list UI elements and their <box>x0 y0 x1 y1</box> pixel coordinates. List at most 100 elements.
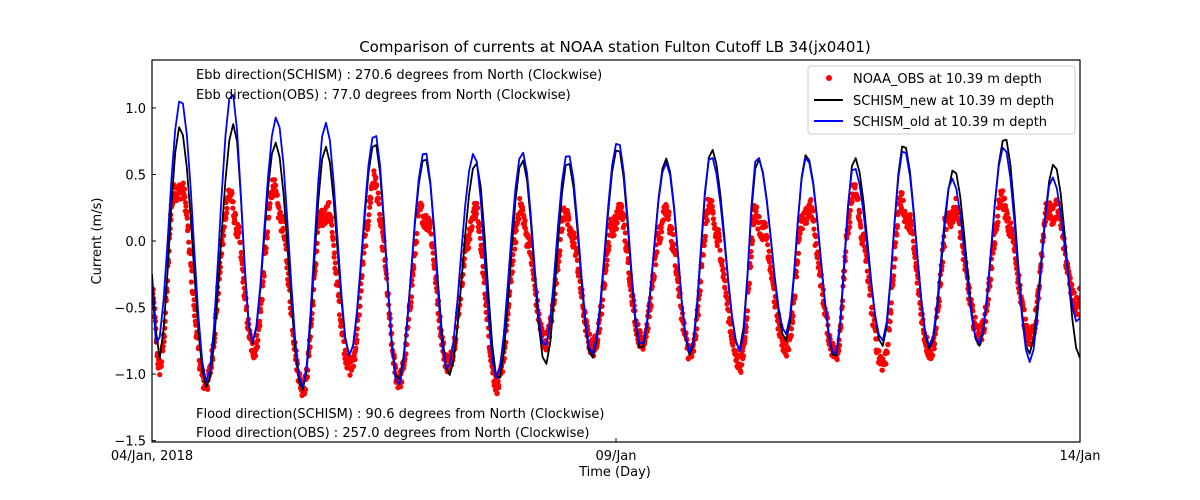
obs-point <box>253 353 259 359</box>
obs-point <box>398 384 404 390</box>
obs-point <box>991 245 997 251</box>
obs-point <box>419 202 425 208</box>
obs-point <box>255 337 261 343</box>
obs-point <box>914 280 920 286</box>
obs-point <box>363 243 369 249</box>
obs-point <box>240 279 246 285</box>
obs-point <box>755 226 761 232</box>
obs-point <box>379 224 385 230</box>
obs-point <box>792 293 798 299</box>
obs-point <box>702 233 708 239</box>
obs-point <box>768 264 774 270</box>
obs-point <box>430 250 436 256</box>
obs-point <box>1075 312 1080 318</box>
obs-point <box>469 224 475 230</box>
obs-point <box>1071 290 1077 296</box>
obs-point <box>350 363 357 369</box>
obs-point <box>717 238 723 244</box>
obs-point <box>665 216 671 222</box>
obs-point <box>412 251 418 257</box>
obs-point <box>366 212 372 218</box>
obs-point <box>191 313 198 319</box>
y-tick-label: −1.0 <box>114 368 146 383</box>
obs-point <box>428 231 434 237</box>
obs-point <box>606 243 612 249</box>
obs-point <box>672 247 678 253</box>
obs-point <box>815 249 821 255</box>
obs-point <box>748 264 754 270</box>
obs-point <box>236 224 242 230</box>
obs-point <box>855 196 861 202</box>
y-axis: −1.5 −1.0 −0.5 0.0 0.5 1.0 <box>114 102 156 450</box>
obs-point <box>520 207 526 213</box>
obs-point <box>602 282 608 289</box>
obs-point <box>1010 227 1016 233</box>
legend-marker-obs <box>826 75 832 81</box>
obs-point <box>931 346 937 352</box>
obs-point <box>235 234 241 240</box>
obs-point <box>494 390 500 396</box>
obs-point <box>604 257 610 263</box>
obs-point <box>811 226 817 232</box>
obs-point <box>368 195 374 201</box>
obs-point <box>910 231 916 237</box>
obs-point <box>466 245 472 251</box>
obs-point <box>1028 335 1034 341</box>
obs-point <box>765 242 771 248</box>
obs-point <box>651 274 657 280</box>
obs-point <box>744 315 750 321</box>
obs-point <box>224 210 230 216</box>
obs-point <box>512 246 518 252</box>
obs-point <box>749 237 756 244</box>
obs-point <box>763 224 769 230</box>
obs-point <box>887 319 893 325</box>
obs-point <box>847 219 853 225</box>
obs-point <box>224 205 230 211</box>
obs-point <box>474 200 480 206</box>
obs-point <box>191 302 197 309</box>
obs-point <box>767 254 773 260</box>
obs-point <box>1075 301 1080 307</box>
obs-point <box>263 245 269 251</box>
obs-point <box>354 337 360 343</box>
obs-point <box>709 198 715 204</box>
obs-point <box>711 221 717 227</box>
obs-point <box>1008 220 1014 226</box>
x-tick-label: 14/Jan <box>1060 449 1101 464</box>
obs-point <box>273 182 279 189</box>
obs-point <box>900 197 906 203</box>
obs-point <box>894 232 900 238</box>
obs-point <box>331 254 337 260</box>
obs-point <box>658 225 664 231</box>
obs-point <box>893 240 899 246</box>
obs-point <box>796 235 802 241</box>
obs-point <box>184 208 190 215</box>
obs-point <box>604 262 610 268</box>
y-axis-label: Current (m/s) <box>90 198 105 285</box>
obs-point <box>622 230 628 236</box>
obs-point <box>846 224 853 230</box>
obs-point <box>347 372 353 378</box>
y-tick-label: 0.0 <box>125 235 146 250</box>
obs-point <box>205 386 211 392</box>
obs-point <box>184 215 190 221</box>
obs-point <box>909 218 915 224</box>
obs-point <box>754 204 760 210</box>
obs-point <box>378 220 384 226</box>
obs-point <box>375 190 381 196</box>
obs-point <box>666 209 672 215</box>
obs-point <box>559 226 565 232</box>
obs-point <box>790 319 796 326</box>
obs-point <box>719 258 725 264</box>
obs-point <box>353 345 359 351</box>
obs-point <box>948 224 954 230</box>
y-tick-label: −0.5 <box>114 302 146 317</box>
obs-point <box>722 285 728 291</box>
obs-point <box>932 341 938 347</box>
obs-point <box>367 204 373 210</box>
obs-point <box>614 220 620 226</box>
obs-point <box>654 249 660 255</box>
obs-point <box>810 208 816 214</box>
obs-point <box>331 242 337 248</box>
obs-point <box>187 251 193 257</box>
